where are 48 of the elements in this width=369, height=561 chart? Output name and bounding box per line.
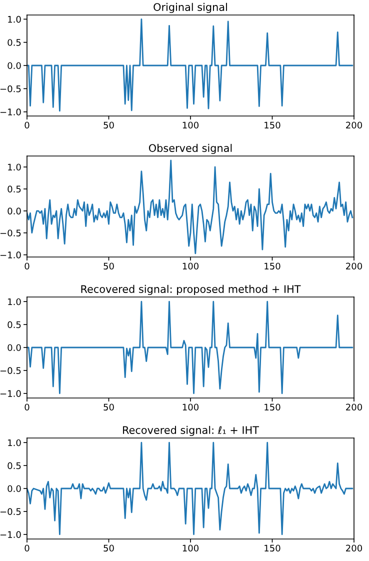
y-tick-label: 0.0 — [8, 485, 21, 492]
y-tick-label: −0.5 — [0, 85, 21, 92]
x-tick-label: 0 — [24, 262, 30, 270]
chart-title: Observed signal — [148, 144, 232, 154]
x-tick-label: 150 — [264, 544, 280, 552]
y-tick-label: 0.0 — [8, 208, 21, 214]
y-tick-label: 1.0 — [8, 298, 21, 306]
x-tick-label: 50 — [104, 544, 114, 552]
chart-title: Recovered signal: proposed method + IHT — [81, 284, 301, 295]
chart-title: Original signal — [154, 2, 227, 13]
y-tick-label: −1.0 — [0, 108, 21, 116]
chart-title: Recovered signal: ℓ₁ + IHT — [123, 426, 260, 436]
x-tick-label: 50 — [104, 404, 114, 411]
y-tick-label: 1.0 — [8, 16, 21, 23]
line-series — [27, 442, 354, 536]
y-tick-label: 0.5 — [8, 39, 21, 46]
x-tick-label: 200 — [346, 544, 362, 552]
x-tick-label: 200 — [346, 404, 362, 411]
y-tick-label: −0.5 — [0, 230, 21, 236]
y-tick-label: −0.5 — [0, 367, 21, 374]
line-series — [27, 18, 354, 112]
x-tick-label: 50 — [104, 122, 114, 129]
x-tick-label: 150 — [264, 122, 280, 129]
y-tick-label: −0.5 — [0, 508, 21, 516]
x-tick-label: 100 — [182, 544, 199, 552]
x-tick-label: 0 — [24, 404, 30, 411]
x-tick-label: 50 — [104, 262, 114, 270]
line-series — [27, 160, 354, 254]
y-tick-label: 0.5 — [8, 186, 21, 192]
y-tick-label: 1.0 — [8, 164, 21, 171]
x-tick-label: 150 — [264, 404, 280, 411]
x-tick-label: 150 — [264, 262, 280, 270]
y-tick-label: 0.5 — [8, 321, 21, 328]
x-tick-label: 100 — [182, 404, 199, 411]
line-series — [27, 300, 354, 394]
x-tick-label: 200 — [346, 122, 362, 129]
y-tick-label: −1.0 — [0, 252, 21, 258]
y-tick-label: 0.0 — [8, 344, 21, 352]
x-tick-label: 100 — [182, 262, 199, 270]
y-tick-label: 0.5 — [8, 462, 21, 470]
x-tick-label: 0 — [24, 122, 30, 129]
y-tick-label: −1.0 — [0, 531, 21, 538]
y-tick-label: −1.0 — [0, 390, 21, 397]
x-tick-label: 0 — [24, 544, 30, 552]
x-tick-label: 200 — [346, 262, 362, 270]
x-tick-label: 100 — [182, 122, 199, 129]
y-tick-label: 0.0 — [8, 62, 21, 70]
y-tick-label: 1.0 — [8, 439, 21, 446]
